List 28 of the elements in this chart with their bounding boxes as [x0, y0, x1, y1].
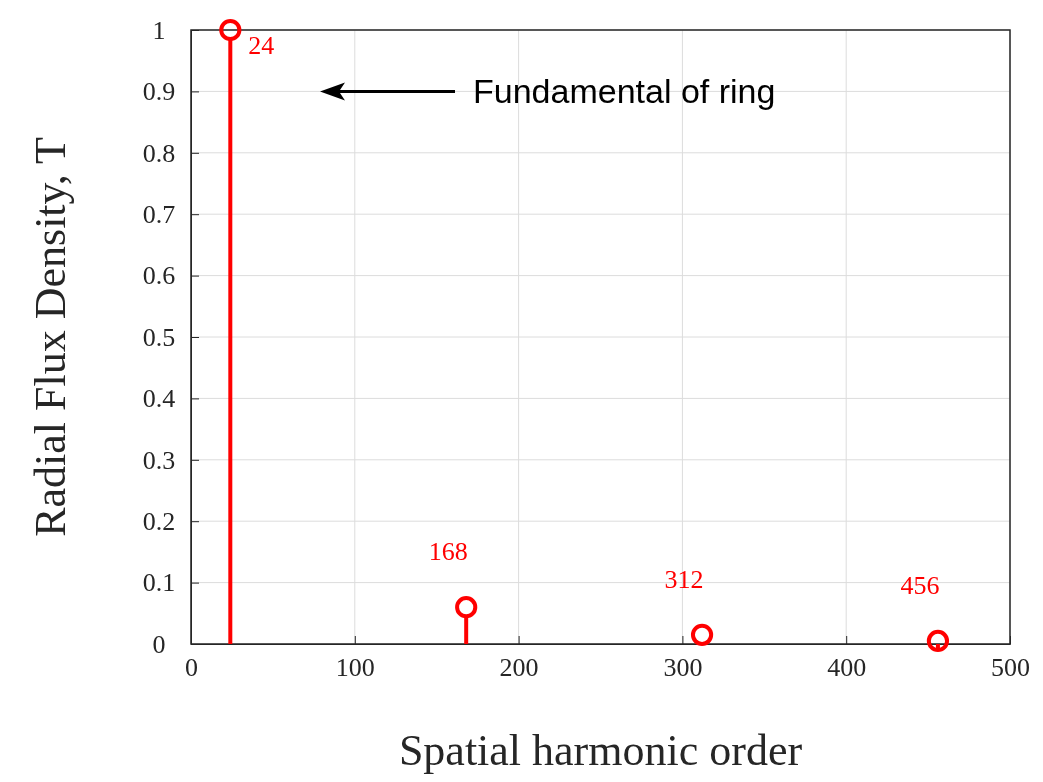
point [926, 629, 950, 653]
x-tick-label: 500 [991, 653, 1030, 683]
annotation: Fundamental of ring [473, 72, 776, 111]
point [455, 596, 478, 619]
x-axis-title: Spatial harmonic order [398, 726, 803, 775]
x-tick-label: 100 [335, 653, 375, 683]
y-tick-label: 0.2 [142, 507, 176, 537]
x-tick-label: 400 [827, 653, 867, 683]
y-tick-label: 0.3 [142, 445, 176, 475]
annotation: 312 [664, 564, 704, 594]
point [219, 18, 242, 42]
y-tick-label: 0.6 [142, 261, 176, 291]
x-tick-label: 300 [663, 653, 703, 683]
y-tick-label: 0.1 [142, 568, 176, 598]
y-tick-label: 0.8 [142, 138, 176, 168]
annotation: 168 [428, 537, 468, 567]
y-tick-label: 0.5 [142, 322, 176, 352]
point [690, 623, 714, 646]
y-tick-label: 0 [152, 629, 166, 659]
annotation: 24 [248, 31, 275, 60]
y-tick-label: 0.9 [142, 77, 176, 107]
y-tick-label: 0.4 [142, 384, 176, 414]
y-tick-label: 0.7 [142, 200, 176, 230]
y-axis-title: Radial Flux Density, T [26, 137, 75, 537]
y-tick-label: 1 [152, 15, 166, 45]
annotation: 456 [900, 570, 940, 600]
x-tick-label: 200 [499, 653, 539, 683]
x-tick-label: 0 [185, 653, 198, 683]
